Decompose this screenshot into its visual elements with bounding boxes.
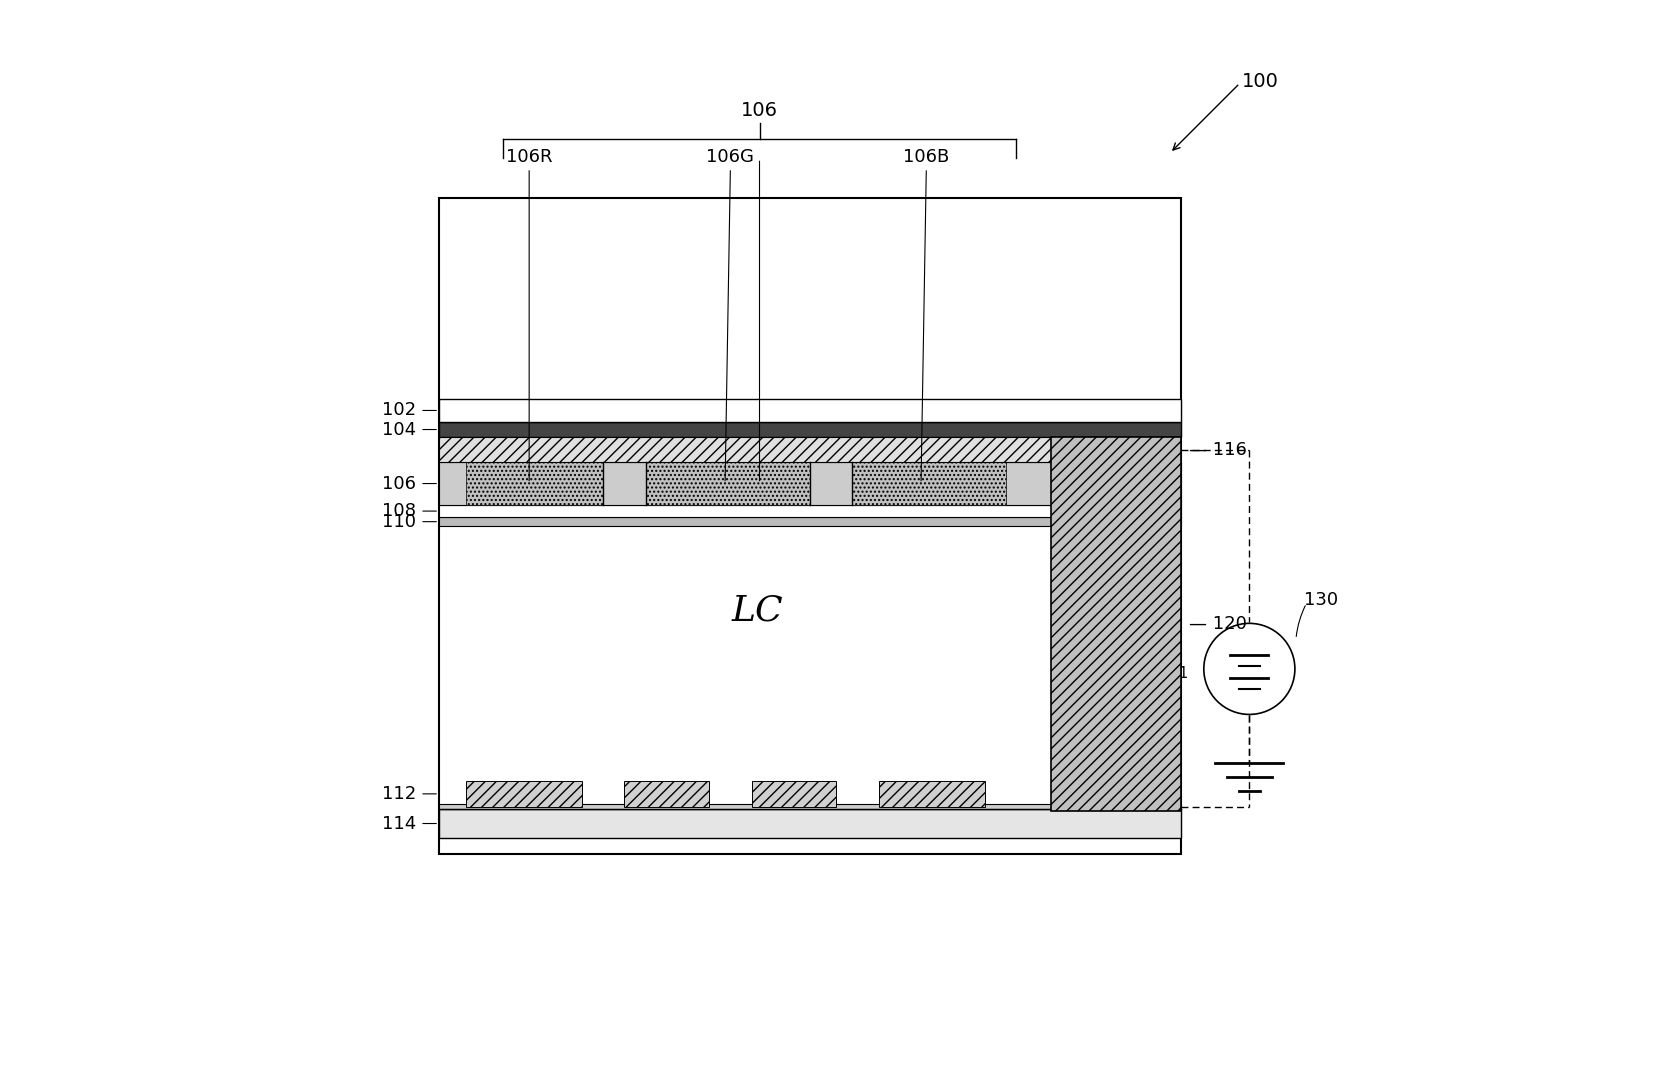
Text: 130: 130: [1305, 591, 1338, 609]
Bar: [439, 462, 1180, 504]
Bar: [465, 462, 603, 504]
Bar: [645, 462, 809, 504]
Text: 104: 104: [382, 421, 416, 439]
Bar: [439, 197, 1180, 854]
Text: 100: 100: [1242, 72, 1278, 90]
Text: 112: 112: [382, 784, 416, 803]
Bar: [465, 781, 582, 807]
Bar: [853, 462, 1006, 504]
Text: 110: 110: [382, 513, 416, 531]
Text: LC: LC: [731, 593, 783, 627]
Text: — 120: — 120: [1188, 615, 1246, 633]
Bar: [439, 517, 1180, 526]
Bar: [751, 781, 836, 807]
Text: 114: 114: [382, 814, 416, 833]
Text: 106: 106: [741, 101, 778, 120]
Bar: [439, 437, 1050, 462]
Text: — 116: — 116: [1188, 441, 1246, 458]
Bar: [879, 781, 984, 807]
Text: 106: 106: [382, 474, 416, 493]
Bar: [439, 399, 1180, 422]
Text: 108: 108: [382, 502, 416, 520]
Text: 106G: 106G: [706, 148, 755, 166]
Bar: [439, 504, 1180, 517]
Text: 106R: 106R: [505, 148, 552, 166]
Bar: [1050, 437, 1180, 811]
Text: 102: 102: [382, 401, 416, 420]
Bar: [625, 781, 710, 807]
Bar: [439, 422, 1180, 437]
Text: $V_1$: $V_1$: [1163, 657, 1188, 680]
Bar: [439, 809, 1180, 838]
Bar: [439, 805, 1180, 809]
Text: 106B: 106B: [902, 148, 949, 166]
